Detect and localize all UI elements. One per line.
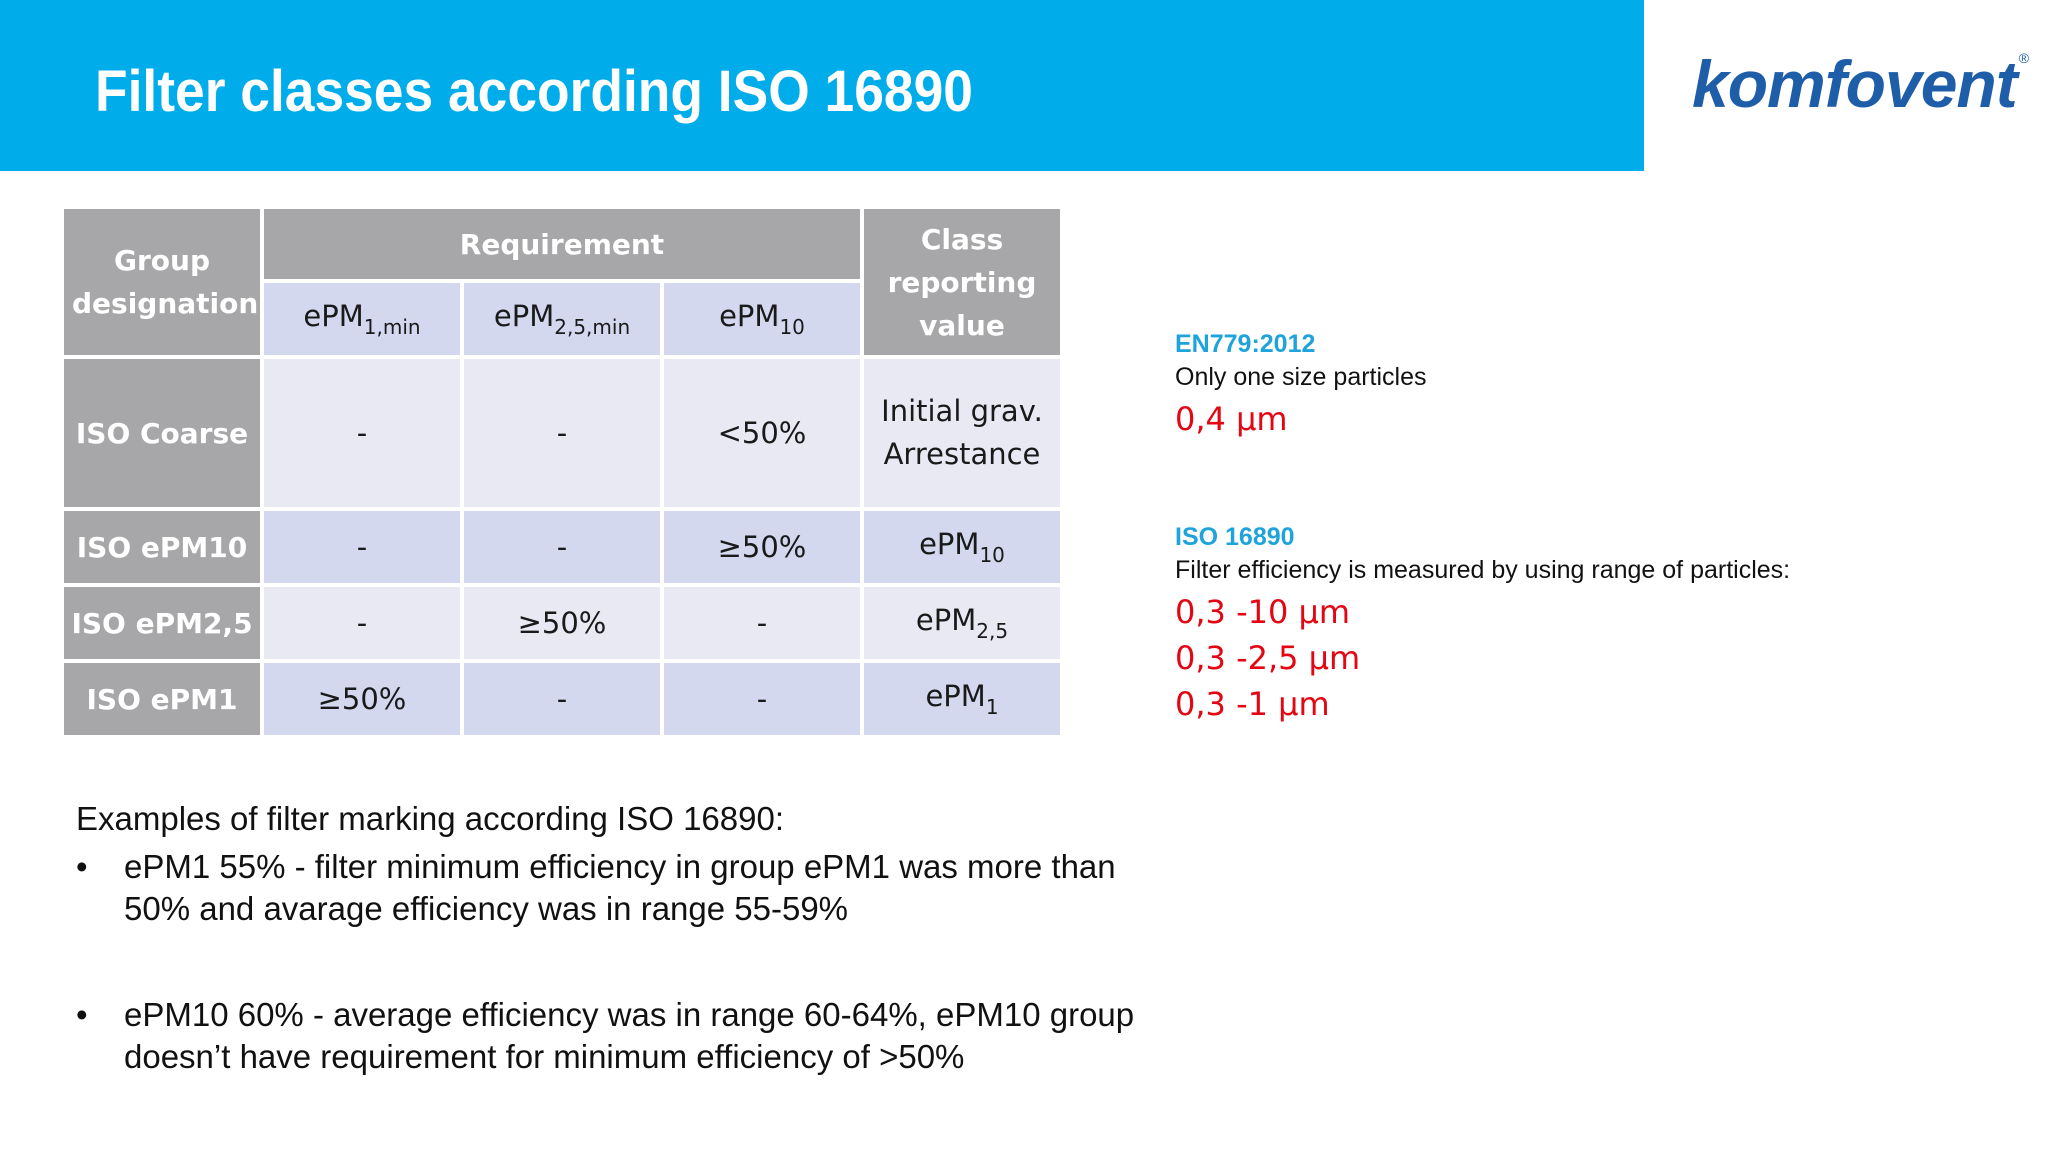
example-line: 50% and avarage efficiency was in range … xyxy=(124,890,849,927)
list-item: • ePM10 60% - average efficiency was in … xyxy=(76,994,1196,1078)
iso16890-heading: ISO 16890 xyxy=(1175,523,1295,551)
table-cell: ≥50% xyxy=(264,663,460,735)
header-requirement: Requirement xyxy=(264,209,860,279)
en779-heading: EN779:2012 xyxy=(1175,330,1316,358)
header-group-designation: Group designation xyxy=(64,209,260,355)
iso16890-info: ISO 16890 Filter efficiency is measured … xyxy=(1175,523,1790,727)
table-cell: - xyxy=(464,663,660,735)
logo-text: komfovent xyxy=(1692,47,2018,121)
en779-value: 0,4 µm xyxy=(1175,400,1288,438)
examples-section: Examples of filter marking according ISO… xyxy=(76,800,1196,1078)
example-line: doesn’t have requirement for minimum eff… xyxy=(124,1038,965,1075)
iso16890-value: 0,3 -10 µm xyxy=(1175,593,1351,631)
table-cell: - xyxy=(464,511,660,583)
bullet-icon: • xyxy=(76,996,88,1033)
iso16890-value: 0,3 -2,5 µm xyxy=(1175,639,1361,677)
table-cell-class: Initial grav. Arrestance xyxy=(864,359,1060,507)
bullet-icon: • xyxy=(76,848,88,885)
table-cell-class: ePM1 xyxy=(864,663,1060,735)
header-class-reporting-value: Class reporting value xyxy=(864,209,1060,355)
row-header-iso-epm25: ISO ePM2,5 xyxy=(64,587,260,659)
subheader-epm1-min: ePM1,min xyxy=(264,283,460,355)
table-cell: - xyxy=(264,587,460,659)
subheader-epm10: ePM10 xyxy=(664,283,860,355)
table-cell: <50% xyxy=(664,359,860,507)
slide-title: Filter classes according ISO 16890 xyxy=(95,59,973,124)
example-line: ePM10 60% - average efficiency was in ra… xyxy=(124,996,1135,1033)
registered-mark: ® xyxy=(2018,50,2029,66)
table-cell-class: ePM2,5 xyxy=(864,587,1060,659)
table-cell-class: ePM10 xyxy=(864,511,1060,583)
table-cell: - xyxy=(264,511,460,583)
examples-title: Examples of filter marking according ISO… xyxy=(76,800,785,837)
example-line: ePM1 55% - filter minimum efficiency in … xyxy=(124,848,1116,885)
table-cell: ≥50% xyxy=(464,587,660,659)
table-cell: - xyxy=(264,359,460,507)
table-cell: - xyxy=(664,663,860,735)
row-header-iso-epm1: ISO ePM1 xyxy=(64,663,260,735)
iso16890-value: 0,3 -1 µm xyxy=(1175,685,1330,723)
row-header-iso-epm10: ISO ePM10 xyxy=(64,511,260,583)
komfovent-logo: komfovent ® xyxy=(1692,46,2029,122)
list-item: • ePM1 55% - filter minimum efficiency i… xyxy=(76,846,1196,930)
table-cell: ≥50% xyxy=(664,511,860,583)
table-cell: - xyxy=(664,587,860,659)
header-bar xyxy=(0,0,1644,171)
table-cell: - xyxy=(464,359,660,507)
filter-classes-table: Group designation Requirement Class repo… xyxy=(60,205,1064,739)
iso16890-text: Filter efficiency is measured by using r… xyxy=(1175,556,1791,584)
en779-text: Only one size particles xyxy=(1175,363,1427,391)
row-header-iso-coarse: ISO Coarse xyxy=(64,359,260,507)
en779-info: EN779:2012 Only one size particles 0,4 µ… xyxy=(1175,330,1427,442)
subheader-epm25-min: ePM2,5,min xyxy=(464,283,660,355)
